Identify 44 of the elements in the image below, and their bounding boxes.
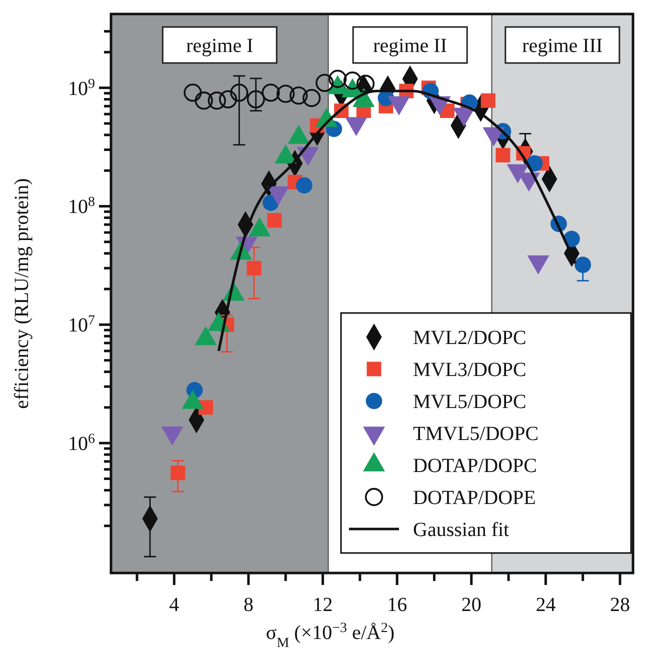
point [496,148,510,162]
point [316,74,334,92]
legend-label: DOTAP/DOPC [413,455,537,477]
x-tick-label: 8 [243,594,254,616]
point [290,86,308,105]
x-tick-label: 28 [610,594,630,616]
x-tick-label: 24 [536,594,556,616]
legend-label: MVL5/DOPC [413,391,526,413]
legend-label: MVL3/DOPC [413,359,526,381]
point [267,213,282,228]
x-tick-label: 12 [312,594,333,616]
point [246,90,265,108]
legend-label: Gaussian fit [413,519,510,541]
point [208,92,226,110]
point [262,84,280,102]
point [170,466,186,480]
point [184,84,202,102]
x-tick-label: 4 [169,594,180,616]
point [480,93,496,108]
point [276,84,295,103]
point [356,74,375,93]
point [343,72,362,90]
y-tick-label: 10$^{7}$ [68,313,95,337]
band-label: regime II [373,35,448,57]
point [218,90,238,108]
x-tick-label: 16 [387,594,408,616]
point [230,84,248,102]
y-axis-title: efficiency (RLU/mg protein) [11,178,33,409]
band-label: regime III [522,35,603,57]
y-tick-label: 10$^{6}$ [68,432,95,456]
x-axis-title: σ$_{M}$ (×10$^{−3}$ e/Å$^{2}$) [266,620,395,650]
point [194,92,213,110]
legend-label: TMVL5/DOPC [413,423,539,445]
legend-label: MVL2/DOPC [413,327,526,349]
y-tick-label: 10$^{8}$ [68,194,95,218]
y-tick-label: 10$^{9}$ [68,76,95,100]
legend-label: DOTAP/DOPE [413,487,536,509]
point [302,88,321,108]
point [328,70,347,88]
point [296,177,312,194]
point [574,256,592,274]
x-tick-label: 20 [461,594,482,616]
point [246,260,262,276]
band-label: regime I [186,35,254,57]
